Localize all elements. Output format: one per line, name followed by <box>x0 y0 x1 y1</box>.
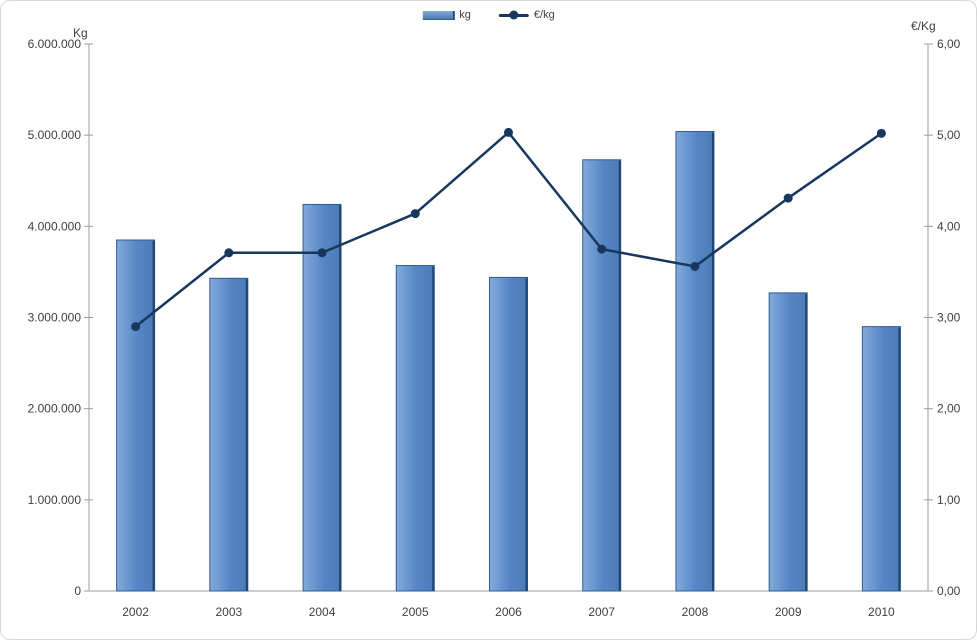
x-axis-label-2010: 2010 <box>868 605 895 619</box>
right-axis-tick-label: 1,00 <box>937 493 961 507</box>
left-axis-tick-label: 1.000.000 <box>28 493 82 507</box>
legend-item-eur-kg: €/kg <box>498 9 555 21</box>
point-2005 <box>410 209 420 219</box>
left-axis-tick-label: 0 <box>74 584 81 598</box>
right-axis-tick-label: 3,00 <box>937 311 961 325</box>
point-2006 <box>504 127 513 137</box>
x-axis-label-2008: 2008 <box>682 605 709 619</box>
point-2009 <box>783 193 793 203</box>
bar-2003 <box>209 277 249 592</box>
point-2002 <box>131 322 141 332</box>
x-axis-label-2005: 2005 <box>402 605 429 619</box>
x-axis-label-2006: 2006 <box>495 605 522 619</box>
left-axis-title: Kg <box>73 26 88 40</box>
point-2010 <box>876 128 886 138</box>
left-axis-tick-label: 5.000.000 <box>28 128 82 142</box>
x-axis-label-2003: 2003 <box>215 605 242 619</box>
legend-item-kg: kg <box>422 9 471 21</box>
left-axis-tick-label: 6.000.000 <box>28 37 82 51</box>
bar-2010 <box>861 326 901 592</box>
bar-2007 <box>582 159 622 592</box>
right-axis-tick-label: 5,00 <box>937 128 961 142</box>
x-axis-label-2009: 2009 <box>775 605 802 619</box>
bar-2005 <box>395 265 435 592</box>
right-axis-tick-label: 0,00 <box>937 584 961 598</box>
bar-2008 <box>675 131 715 592</box>
point-2003 <box>224 248 234 258</box>
legend-bar-swatch <box>422 10 455 20</box>
right-axis-tick-label: 2,00 <box>937 402 961 416</box>
right-axis-tick-label: 6,00 <box>937 37 961 51</box>
point-2007 <box>597 244 607 254</box>
chart-legend: kg €/kg <box>422 9 555 21</box>
left-axis-tick-label: 4.000.000 <box>28 219 82 233</box>
left-axis-tick-label: 3.000.000 <box>28 311 82 325</box>
bar-2002 <box>116 239 156 592</box>
bar-2009 <box>768 292 808 592</box>
legend-line-swatch <box>498 10 529 20</box>
bar-2004 <box>302 203 342 592</box>
point-2004 <box>317 248 327 258</box>
x-axis-label-2004: 2004 <box>309 605 336 619</box>
right-axis-tick-label: 4,00 <box>937 219 961 233</box>
legend-kg-label: kg <box>459 9 471 21</box>
legend-eur-kg-label: €/kg <box>533 9 555 21</box>
legend-line-marker-dot <box>509 10 519 20</box>
bar-2006 <box>489 276 528 592</box>
point-2008 <box>690 261 700 271</box>
left-axis-tick-label: 2.000.000 <box>28 402 82 416</box>
right-axis-title: €/Kg <box>911 19 936 33</box>
x-axis-label-2007: 2007 <box>588 605 615 619</box>
x-axis-label-2002: 2002 <box>122 605 149 619</box>
